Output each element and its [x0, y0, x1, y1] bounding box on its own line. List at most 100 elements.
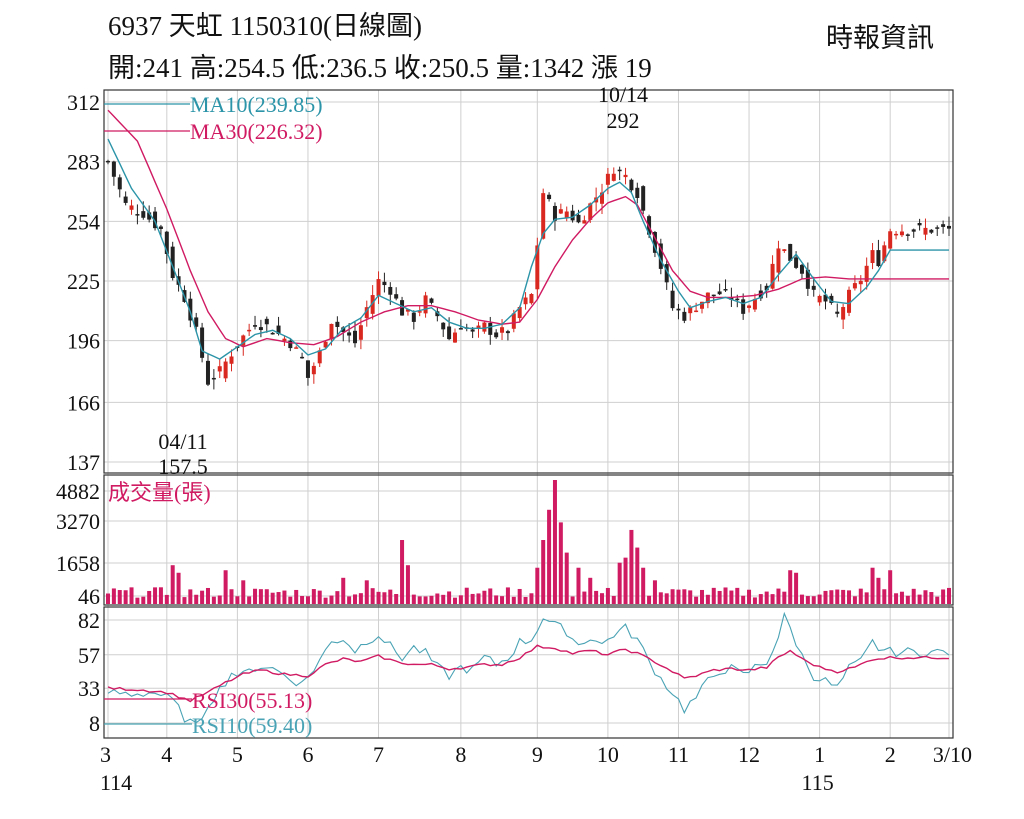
candle-body	[729, 297, 734, 300]
candle-body	[147, 212, 152, 220]
month-label: 4	[161, 742, 172, 767]
volume-bar	[605, 587, 610, 604]
panel-frame	[103, 606, 954, 739]
candle-body	[211, 377, 216, 380]
volume-bar	[623, 557, 628, 604]
volume-bar	[652, 580, 657, 604]
candle-body	[329, 323, 334, 340]
volume-bar	[211, 596, 216, 604]
low-value-annotation: 157.5	[158, 454, 208, 479]
candle-body	[347, 332, 352, 336]
volume-bar	[535, 567, 540, 604]
high-value-annotation: 292	[607, 108, 640, 133]
volume-bar	[294, 589, 299, 604]
volume-bar	[153, 587, 158, 604]
volume-bar	[394, 593, 399, 604]
candle-body	[688, 307, 693, 314]
volume-bar	[335, 591, 340, 604]
month-label: 10	[597, 742, 619, 767]
candle-body	[311, 365, 316, 375]
candle-body	[170, 246, 175, 279]
volume-bar	[382, 592, 387, 604]
volume-bar	[594, 590, 599, 604]
candle-body	[582, 220, 587, 224]
panel-frame	[103, 89, 954, 474]
candle-body	[423, 295, 428, 314]
volume-bar	[582, 591, 587, 604]
volume-bar	[370, 588, 375, 604]
candle-body	[317, 350, 322, 364]
volume-bar	[647, 595, 652, 604]
price-tick-label: 137	[67, 450, 100, 475]
candle-body	[511, 313, 516, 329]
candle-body	[505, 331, 510, 334]
volume-bar	[194, 594, 199, 604]
volume-bar	[758, 594, 763, 604]
candle-body	[788, 243, 793, 261]
volume-bar	[729, 590, 734, 604]
volume-bar	[752, 597, 757, 604]
volume-bar	[476, 593, 481, 604]
volume-bar	[558, 522, 563, 604]
volume-bar	[705, 594, 710, 604]
volume-bar	[858, 588, 863, 604]
volume-bar	[923, 590, 928, 604]
volume-bar	[617, 562, 622, 604]
candle-body	[929, 229, 934, 233]
candle-body	[717, 291, 722, 295]
rsi10-line	[107, 611, 950, 724]
candle-body	[723, 289, 728, 291]
volume-tick-label: 46	[78, 584, 100, 609]
volume-bar	[741, 595, 746, 604]
volume-bar	[347, 596, 352, 604]
volume-bar	[235, 596, 240, 604]
price-tick-label: 283	[67, 150, 100, 175]
volume-bar	[123, 590, 128, 604]
candle-body	[711, 294, 716, 297]
rsi-tick-label: 57	[78, 643, 100, 668]
panel-frame	[103, 474, 954, 606]
volume-bar	[576, 567, 581, 604]
price-tick-label: 166	[67, 390, 100, 415]
volume-bar	[911, 588, 916, 604]
candle-body	[129, 205, 134, 210]
candle-body	[858, 280, 863, 285]
candle-body	[153, 211, 158, 229]
candle-body	[541, 193, 546, 239]
volume-bar	[494, 595, 499, 604]
volume-bar	[782, 591, 787, 604]
volume-bar	[141, 596, 146, 604]
month-label: 2	[885, 742, 896, 767]
volume-bar	[147, 590, 152, 604]
volume-bar	[917, 594, 922, 604]
volume-bar	[676, 589, 681, 604]
volume-bar	[447, 591, 452, 604]
candle-body	[111, 161, 116, 177]
candle-body	[288, 340, 293, 349]
candle-body	[117, 177, 122, 190]
candle-body	[429, 298, 434, 303]
price-tick-label: 225	[67, 269, 100, 294]
volume-bar	[458, 595, 463, 604]
indicator-lines	[107, 109, 950, 724]
volume-bar	[764, 591, 769, 604]
candle-body	[547, 194, 552, 200]
rsi-tick-label: 8	[89, 711, 100, 736]
rsi30-legend: RSI30(55.13)	[192, 688, 312, 713]
candle-body	[882, 245, 887, 262]
volume-bar	[711, 587, 716, 604]
candle-body	[282, 338, 287, 341]
volume-bar	[841, 589, 846, 604]
year-label: 115	[802, 770, 834, 795]
candle-body	[258, 327, 263, 331]
candle-body	[852, 283, 857, 289]
volume-bar	[511, 596, 516, 604]
candle-body	[911, 229, 916, 232]
candle-body	[782, 249, 787, 252]
candle-body	[253, 325, 258, 327]
rsi30-line	[107, 644, 950, 703]
volume-bar	[723, 587, 728, 604]
candle-body	[164, 231, 169, 255]
volume-bar	[400, 540, 405, 604]
